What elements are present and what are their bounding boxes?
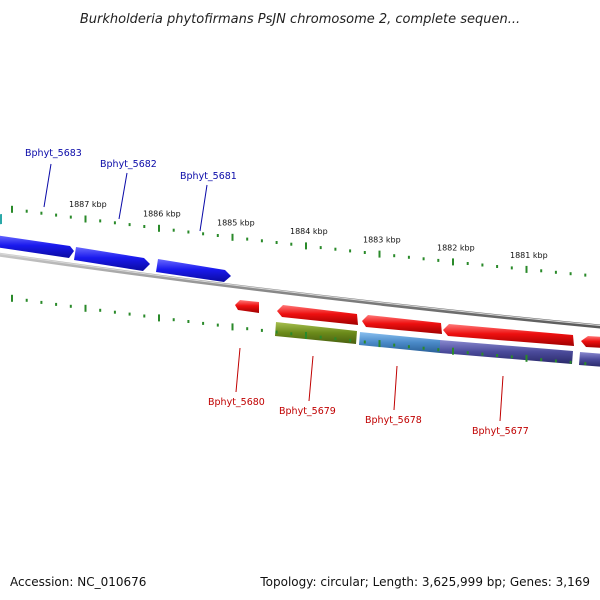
gene-arrow-red-4[interactable] [581,336,600,348]
ruler-label: 1887 kbp [69,200,107,209]
gene-label-bphyt-5681[interactable]: Bphyt_5681 [180,171,237,182]
gene-arrow-red-3[interactable] [443,324,574,346]
gene-arrow-bphyt-5681[interactable] [156,259,231,282]
topology-text: Topology: circular; Length: 3,625,999 bp… [259,575,590,589]
accession-text: Accession: NC_010676 [10,575,146,589]
ruler-label: 1882 kbp [437,243,475,252]
ruler-label: 1886 kbp [143,209,181,218]
ruler-label: 1883 kbp [363,235,401,244]
feature-block-indigo[interactable] [440,340,573,364]
ruler-label: 1884 kbp [290,227,328,236]
gene-marker-teal [0,214,2,225]
ruler-labels: 1887 kbp 1886 kbp 1885 kbp 1884 kbp 1883 kbp… [69,200,548,260]
ruler-label: 1885 kbp [217,218,255,227]
ruler-label: 1881 kbp [510,251,548,260]
gene-label-bphyt-5678[interactable]: Bphyt_5678 [365,415,422,426]
gene-arrow-bphyt-5683[interactable] [0,235,74,258]
feature-block-olive[interactable] [275,322,357,344]
gene-arrow-bphyt-5682[interactable] [74,247,150,271]
chromosome-backbone [0,252,600,329]
ruler-ticks-upper [11,205,587,277]
gene-label-bphyt-5680[interactable]: Bphyt_5680 [208,397,265,408]
feature-block-indigo-2[interactable] [579,352,600,367]
gene-arrow-red-2[interactable] [362,315,442,334]
gene-label-bphyt-5677[interactable]: Bphyt_5677 [472,426,529,437]
gene-arrow-small-red[interactable] [235,300,259,313]
ruler-ticks-lower [11,294,587,366]
callout-lines [43,163,504,422]
chromosome-backbone-highlight [0,253,600,327]
gene-label-bphyt-5682[interactable]: Bphyt_5682 [100,159,157,170]
gene-label-bphyt-5683[interactable]: Bphyt_5683 [25,148,82,159]
feature-block-steel[interactable] [359,332,440,353]
map-title: Burkholderia phytofirmans PsJN chromosom… [80,12,520,27]
gene-arrow-red-1[interactable] [277,305,358,325]
gene-label-bphyt-5679[interactable]: Bphyt_5679 [279,406,336,417]
